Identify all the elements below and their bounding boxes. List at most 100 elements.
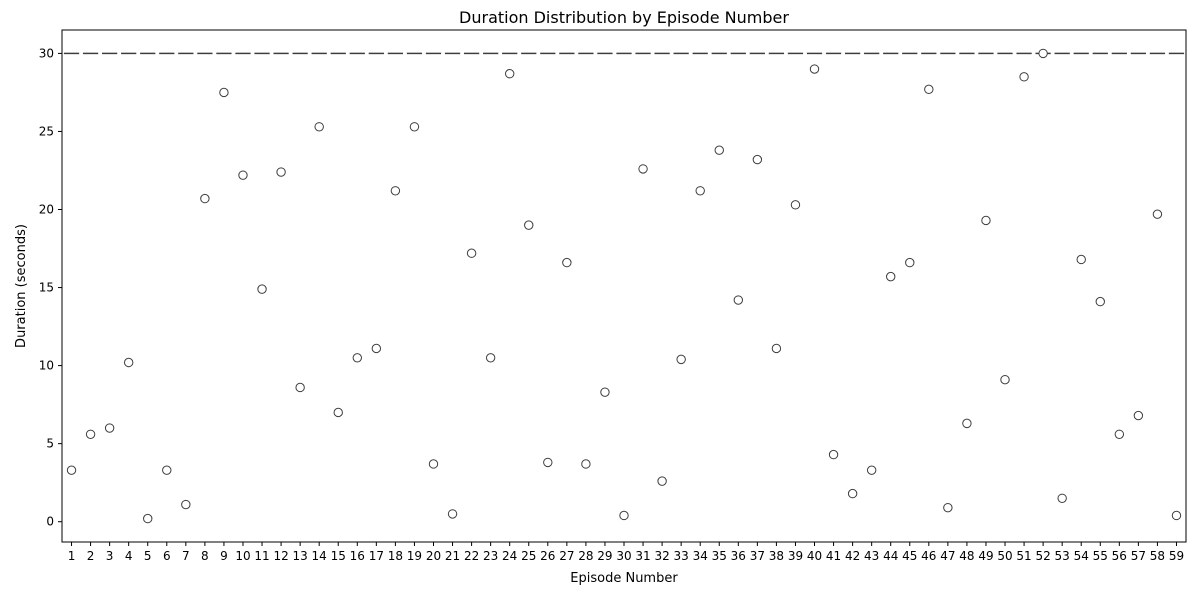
x-tick-label: 23: [483, 549, 498, 563]
y-tick-label: 5: [46, 437, 54, 451]
x-tick-label: 33: [674, 549, 689, 563]
x-tick-label: 2: [87, 549, 95, 563]
outlier-point: [219, 87, 229, 98]
x-tick-label: 22: [464, 549, 479, 563]
outlier-point: [733, 295, 744, 305]
outlier-point: [714, 145, 724, 155]
x-tick-label: 20: [426, 549, 441, 563]
x-tick-label: 3: [106, 549, 114, 563]
outlier-point: [295, 382, 305, 393]
x-tick-label: 6: [163, 549, 171, 563]
x-tick-label: 50: [997, 549, 1012, 563]
outlier-point: [905, 257, 915, 268]
x-tick-label: 17: [369, 549, 384, 563]
x-tick-label: 43: [864, 549, 879, 563]
chart-title: Duration Distribution by Episode Number: [459, 8, 789, 27]
x-tick-label: 4: [125, 549, 133, 563]
x-tick-label: 39: [788, 549, 803, 563]
outlier-point: [981, 215, 991, 226]
outlier-point: [371, 343, 382, 354]
x-tick-label: 34: [693, 549, 708, 563]
outlier-point: [85, 429, 96, 439]
x-tick-label: 26: [540, 549, 555, 563]
outlier-point: [657, 476, 667, 486]
plot-frame: [61, 29, 1187, 543]
outlier-point: [123, 357, 134, 368]
outlier-point: [447, 509, 458, 519]
outlier-point: [847, 488, 858, 499]
x-tick-label: 37: [750, 549, 765, 563]
outlier-point: [962, 418, 972, 429]
x-tick-label: 31: [635, 549, 650, 563]
outlier-point: [695, 186, 705, 196]
outlier-point: [619, 510, 629, 521]
plot-area: [62, 30, 1186, 542]
x-tick-label: 48: [959, 549, 974, 563]
x-tick-label: 58: [1150, 549, 1165, 563]
x-tick-label: 29: [597, 549, 612, 563]
x-tick-label: 52: [1035, 549, 1050, 563]
outlier-point: [943, 502, 953, 513]
outlier-point: [1057, 493, 1067, 503]
x-tick-label: 28: [578, 549, 593, 563]
x-tick-label: 21: [445, 549, 460, 563]
outlier-point: [790, 200, 801, 210]
y-tick-label: 30: [39, 46, 54, 60]
y-tick-label: 25: [39, 124, 54, 138]
outlier-point: [771, 343, 782, 354]
y-tick-label: 10: [39, 359, 54, 373]
outlier-point: [428, 459, 439, 469]
x-tick-label: 41: [826, 549, 841, 563]
x-tick-label: 15: [331, 549, 346, 563]
outlier-point: [1000, 374, 1010, 385]
x-tick-label: 9: [220, 549, 228, 563]
outlier-point: [676, 354, 686, 365]
x-tick-label: 14: [312, 549, 327, 563]
outlier-point: [314, 122, 324, 132]
outlier-point: [1152, 209, 1163, 219]
x-tick-label: 27: [559, 549, 574, 563]
x-tick-label: 5: [144, 549, 152, 563]
x-tick-label: 49: [978, 549, 993, 563]
outlier-point: [390, 186, 401, 196]
outlier-point: [524, 220, 534, 230]
outlier-point: [1171, 510, 1182, 521]
x-tick-label: 59: [1169, 549, 1184, 563]
x-tick-label: 46: [921, 549, 936, 563]
outlier-point: [1114, 429, 1125, 439]
x-tick-label: 47: [940, 549, 955, 563]
x-tick-label: 30: [616, 549, 631, 563]
y-tick-label: 15: [39, 281, 54, 295]
outlier-point: [504, 69, 515, 79]
outlier-point: [886, 271, 896, 282]
x-tick-label: 18: [388, 549, 403, 563]
outlier-point: [352, 353, 362, 363]
x-tick-label: 32: [654, 549, 669, 563]
x-axis-label: Episode Number: [570, 571, 678, 586]
outlier-point: [181, 499, 191, 510]
x-tick-label: 36: [731, 549, 746, 563]
x-tick-label: 44: [883, 549, 898, 563]
x-tick-label: 51: [1016, 549, 1031, 563]
outlier-point: [143, 513, 153, 524]
x-tick-label: 13: [292, 549, 307, 563]
x-tick-label: 12: [273, 549, 288, 563]
outlier-point: [924, 84, 934, 95]
x-tick-label: 11: [254, 549, 269, 563]
outlier-point: [409, 122, 420, 132]
x-tick-label: 19: [407, 549, 422, 563]
outlier-point: [257, 284, 267, 294]
outlier-point: [600, 387, 610, 397]
x-tick-label: 16: [350, 549, 365, 563]
outlier-point: [162, 465, 172, 475]
y-tick-label: 20: [39, 203, 54, 217]
x-tick-label: 45: [902, 549, 917, 563]
outlier-point: [866, 465, 877, 475]
outlier-point: [1076, 254, 1086, 265]
outlier-point: [200, 193, 210, 204]
outlier-point: [1133, 410, 1144, 421]
data-points: [66, 48, 1182, 524]
x-tick-label: 8: [201, 549, 209, 563]
outlier-point: [752, 154, 763, 165]
